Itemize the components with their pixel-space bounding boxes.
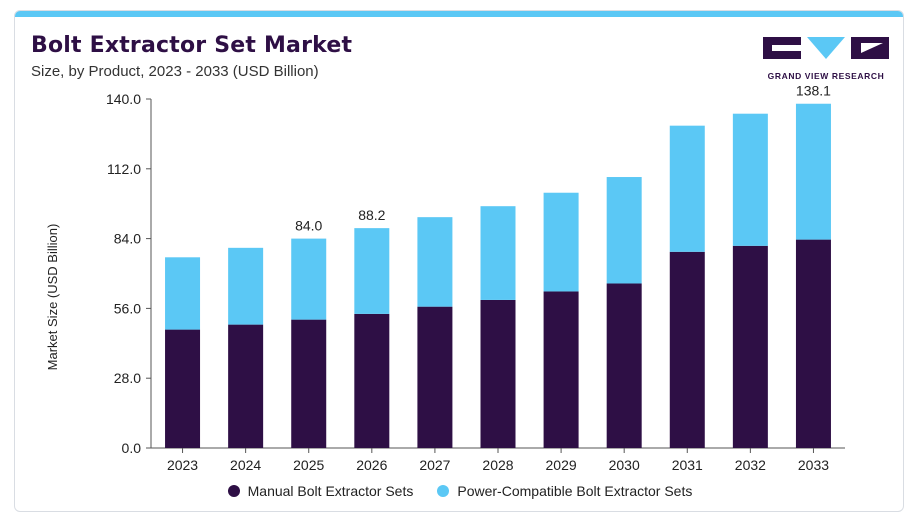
x-tick-label-2033: 2033 (798, 457, 829, 473)
bar-power-compatible-2027 (417, 217, 453, 307)
bar-manual-2029 (543, 291, 579, 448)
accent-bar (15, 11, 903, 17)
data-label-total-2025: 84.0 (295, 218, 322, 234)
x-tick-label-2025: 2025 (293, 457, 324, 473)
x-tick-label-2029: 2029 (546, 457, 577, 473)
x-tick-label-2030: 2030 (609, 457, 640, 473)
legend-swatch-power-compatible (437, 485, 450, 497)
data-label-total-2026: 88.2 (358, 207, 385, 223)
x-tick-label-2028: 2028 (482, 457, 513, 473)
grand-view-research-logo: GRAND VIEW RESEARCH (763, 33, 889, 83)
chart-card: Bolt Extractor Set Market Size, by Produ… (14, 10, 904, 512)
y-tick-label-0: 0.0 (122, 440, 142, 456)
y-tick-label-4: 112.0 (107, 161, 141, 177)
bar-power-compatible-2023 (165, 257, 201, 330)
bar-power-compatible-2031 (669, 125, 705, 252)
legend-swatch-manual (227, 485, 240, 497)
bar-manual-2032 (732, 245, 768, 448)
y-tick-label-2: 56.0 (114, 300, 141, 316)
legend-item-manual[interactable]: Manual Bolt Extractor Sets (227, 483, 414, 499)
y-tick-label-3: 84.0 (114, 231, 141, 247)
bar-manual-2031 (669, 251, 705, 448)
bar-manual-2027 (417, 306, 453, 448)
bar-manual-2026 (354, 313, 390, 448)
logo-text: GRAND VIEW RESEARCH (767, 71, 885, 81)
legend-label-power-compatible: Power-Compatible Bolt Extractor Sets (457, 483, 693, 499)
bar-power-compatible-2026 (354, 228, 390, 314)
y-tick-label-5: 140.0 (106, 91, 141, 107)
x-tick-label-2027: 2027 (419, 457, 450, 473)
bar-manual-2028 (480, 299, 516, 448)
x-tick-label-2024: 2024 (230, 457, 261, 473)
x-tick-label-2032: 2032 (735, 457, 766, 473)
bar-power-compatible-2029 (543, 192, 579, 292)
y-axis-label: Market Size (USD Billion) (45, 223, 60, 371)
logo-mark (763, 37, 889, 59)
bar-manual-2033 (795, 239, 831, 448)
stacked-bar-chart: 0.0 28.0 56.0 84.0 112.0 140.0 2023 2024 2025 84.… (106, 83, 845, 473)
y-tick-label-1: 28.0 (114, 370, 141, 386)
data-label-total-2033: 138.1 (796, 83, 831, 99)
legend: Manual Bolt Extractor Sets Power-Compati… (15, 483, 903, 499)
bar-manual-2024 (228, 324, 264, 448)
chart-subtitle: Size, by Product, 2023 - 2033 (USD Billi… (31, 63, 319, 80)
bar-manual-2030 (606, 283, 642, 448)
x-tick-label-2023: 2023 (167, 457, 198, 473)
legend-item-power-compatible[interactable]: Power-Compatible Bolt Extractor Sets (437, 483, 692, 499)
bar-power-compatible-2032 (732, 113, 768, 246)
bar-power-compatible-2030 (606, 177, 642, 284)
x-tick-label-2026: 2026 (356, 457, 387, 473)
bar-power-compatible-2028 (480, 206, 516, 300)
bar-power-compatible-2025 (291, 238, 327, 320)
chart-title: Bolt Extractor Set Market (31, 33, 353, 58)
bar-power-compatible-2024 (228, 247, 264, 325)
bar-manual-2025 (291, 319, 327, 448)
legend-label-manual: Manual Bolt Extractor Sets (247, 483, 414, 499)
bar-manual-2023 (165, 329, 201, 448)
bar-power-compatible-2033 (795, 103, 831, 240)
x-tick-label-2031: 2031 (672, 457, 703, 473)
